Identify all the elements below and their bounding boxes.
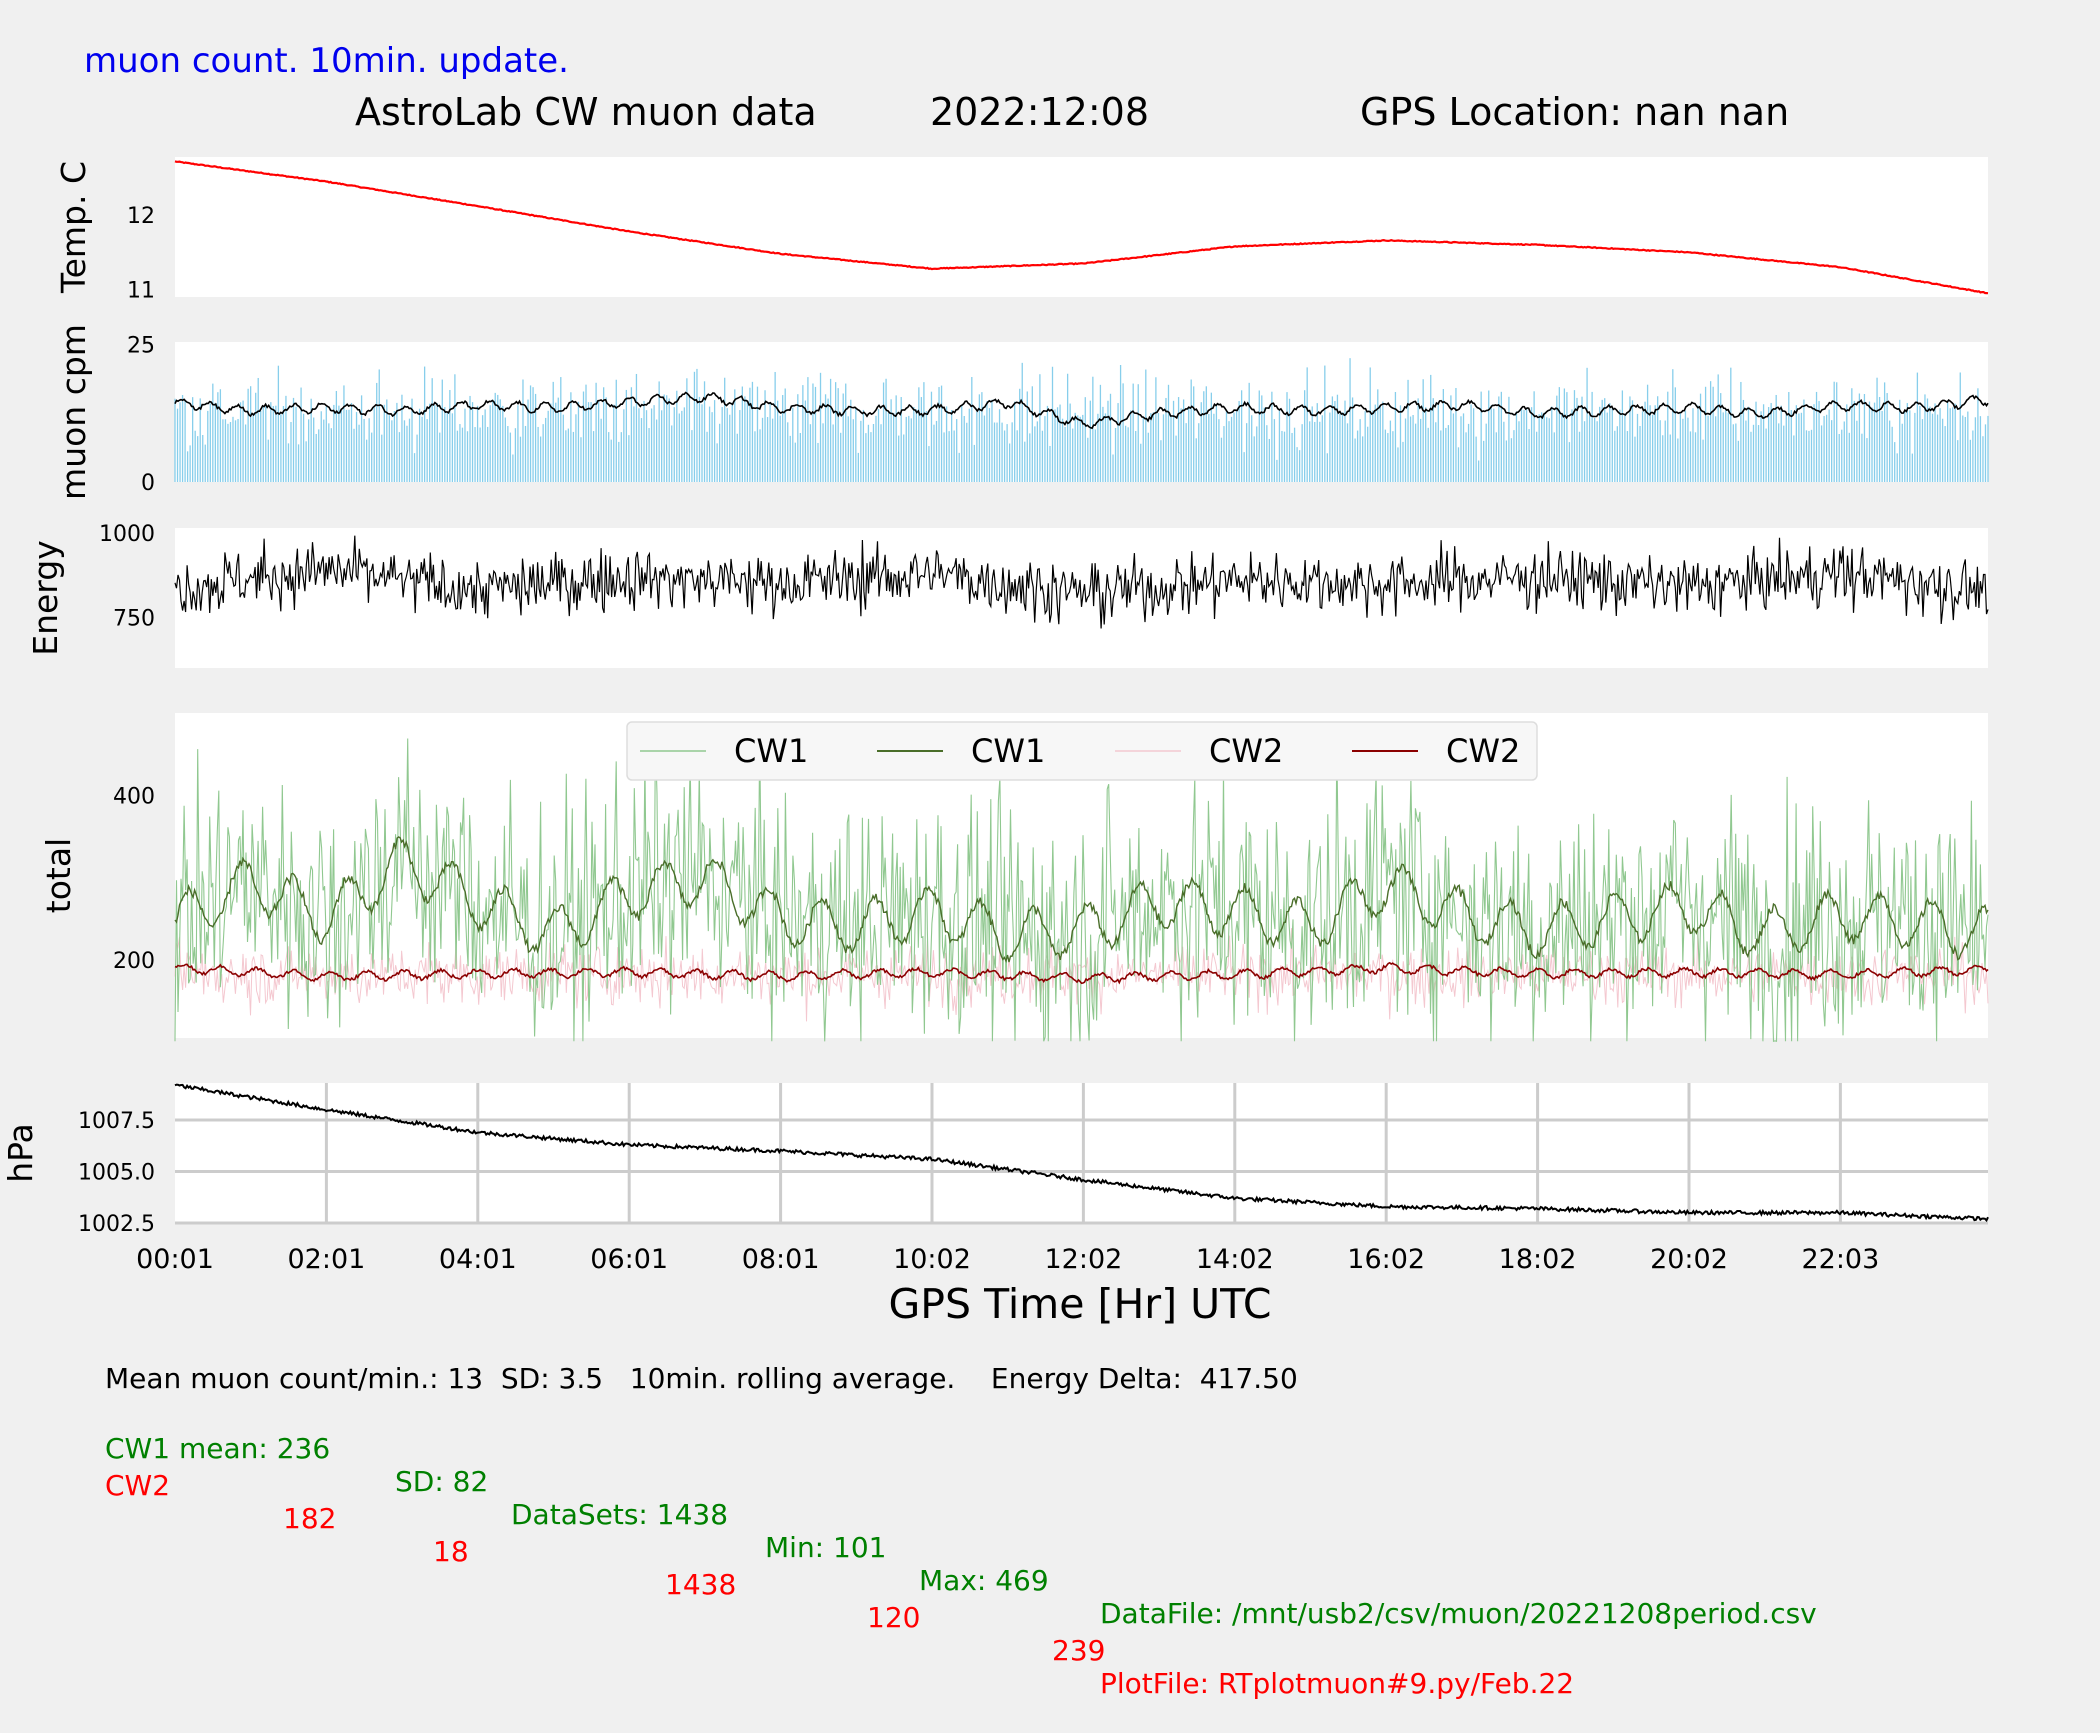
cw2-mean: 182 bbox=[283, 1502, 337, 1535]
cw2-datasets: 1438 bbox=[665, 1568, 737, 1601]
x-axis: 00:01 02:01 04:01 06:01 08:01 10:02 12:02 14:02… bbox=[136, 1244, 1879, 1275]
cw2-name: CW2 bbox=[105, 1469, 171, 1502]
legend: CW1 CW1 CW2 CW2 bbox=[626, 721, 1538, 781]
panel-2: muon cpm 0 25 bbox=[54, 324, 1989, 500]
x-tick-label: 08:01 bbox=[742, 1244, 820, 1275]
stats-block: Mean muon count/min.: 13 SD: 3.5 10min. … bbox=[105, 0, 1817, 1700]
panels-group: Temp. C 11 12 muon cpm 0 25 Energy 750 1000 total… bbox=[1, 157, 1989, 1237]
y-axis-label: Energy bbox=[26, 540, 65, 656]
y-tick-label: 750 bbox=[113, 606, 155, 631]
x-tick-label: 02:01 bbox=[287, 1244, 365, 1275]
cw1-datasets: DataSets: 1438 bbox=[511, 1498, 729, 1531]
x-axis-title: GPS Time [Hr] UTC bbox=[889, 1280, 1272, 1328]
x-tick-label: 04:01 bbox=[439, 1244, 517, 1275]
cw1-sd: SD: 82 bbox=[395, 1465, 489, 1498]
y-tick-label: 1005.0 bbox=[78, 1161, 155, 1186]
x-tick-label: 22:03 bbox=[1801, 1244, 1879, 1275]
cw1-mean: CW1 mean: 236 bbox=[105, 1432, 331, 1465]
x-tick-label: 12:02 bbox=[1044, 1244, 1122, 1275]
legend-label: CW1 bbox=[971, 732, 1045, 770]
panel-5: hPa 1002.5 1005.0 1007.5 bbox=[1, 1083, 1989, 1237]
chart-date: 2022:12:08 bbox=[930, 90, 1149, 134]
x-tick-label: 20:02 bbox=[1650, 1244, 1728, 1275]
cw1-average-line bbox=[174, 836, 1989, 963]
muon-count-bars bbox=[174, 358, 1989, 482]
x-tick-label: 14:02 bbox=[1196, 1244, 1274, 1275]
legend-label: CW2 bbox=[1209, 732, 1283, 770]
panel-3: Energy 750 1000 bbox=[26, 522, 1989, 668]
stats-line-cw2: CW2 182 18 1438 120 239 PlotFile: RTplot… bbox=[105, 1436, 1574, 1733]
panel-1: Temp. C 11 12 bbox=[54, 157, 1989, 304]
cw1-raw-line bbox=[174, 738, 1989, 1043]
temperature-line bbox=[174, 160, 1989, 295]
x-tick-label: 10:02 bbox=[893, 1244, 971, 1275]
cw2-max: 239 bbox=[1052, 1634, 1106, 1667]
y-tick-label: 400 bbox=[113, 784, 155, 809]
x-tick-label: 06:01 bbox=[590, 1244, 668, 1275]
cw2-average-line bbox=[174, 961, 1989, 985]
cw1-max: Max: 469 bbox=[919, 1564, 1049, 1597]
legend-box bbox=[626, 721, 1538, 781]
cw2-min: 120 bbox=[867, 1601, 921, 1634]
y-tick-label: 25 bbox=[127, 334, 155, 359]
panel-background bbox=[175, 157, 1988, 297]
y-axis-label: Temp. C bbox=[54, 161, 93, 294]
chart-title: AstroLab CW muon data bbox=[355, 90, 817, 134]
x-tick-label: 00:01 bbox=[136, 1244, 214, 1275]
y-tick-label: 0 bbox=[141, 471, 155, 496]
energy-line bbox=[174, 535, 1989, 629]
muon-rolling-average-line bbox=[174, 391, 1989, 430]
y-tick-label: 12 bbox=[127, 204, 155, 229]
stats-line-muon: Mean muon count/min.: 13 SD: 3.5 10min. … bbox=[105, 1362, 1298, 1395]
y-axis-label: muon cpm bbox=[54, 324, 93, 500]
x-tick-label: 18:02 bbox=[1499, 1244, 1577, 1275]
panel-4: total 200 400 CW1 CW1 CW2 CW2 bbox=[39, 713, 1989, 1043]
cw2-sd: 18 bbox=[433, 1535, 469, 1568]
muon-data-figure: muon count. 10min. update. AstroLab CW m… bbox=[1, 41, 1989, 1328]
x-tick-label: 16:02 bbox=[1347, 1244, 1425, 1275]
legend-label: CW1 bbox=[734, 732, 808, 770]
y-tick-label: 1007.5 bbox=[78, 1109, 155, 1134]
y-tick-label: 1000 bbox=[99, 522, 155, 547]
update-label: muon count. 10min. update. bbox=[84, 41, 569, 81]
panel-background bbox=[175, 1083, 1988, 1223]
pressure-line bbox=[174, 1083, 1989, 1223]
gps-location: GPS Location: nan nan bbox=[1360, 90, 1789, 134]
cw1-datafile: DataFile: /mnt/usb2/csv/muon/20221208per… bbox=[1100, 1597, 1817, 1630]
y-tick-label: 11 bbox=[127, 279, 155, 304]
cw2-plotfile: PlotFile: RTplotmuon#9.py/Feb.22 bbox=[1100, 1667, 1575, 1700]
legend-label: CW2 bbox=[1446, 732, 1520, 770]
y-tick-label: 200 bbox=[113, 949, 155, 974]
cw1-min: Min: 101 bbox=[765, 1531, 887, 1564]
y-axis-label: hPa bbox=[1, 1123, 40, 1183]
y-tick-label: 1002.5 bbox=[78, 1212, 155, 1237]
y-axis-label: total bbox=[39, 838, 78, 913]
